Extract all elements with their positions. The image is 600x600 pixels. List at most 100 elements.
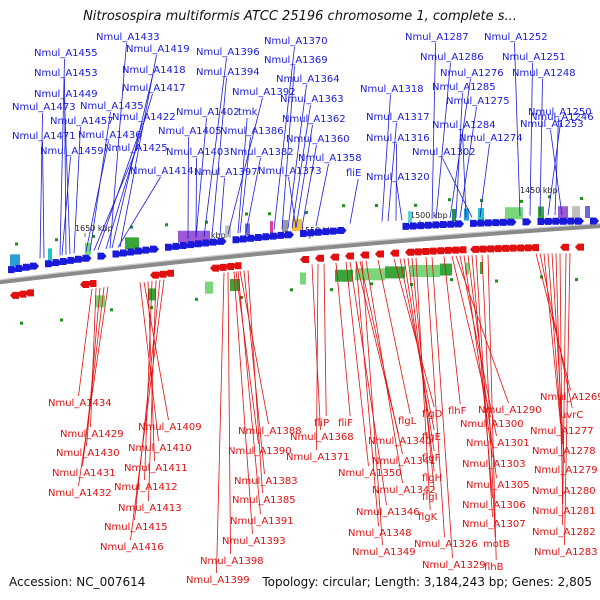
reverse-gene-label: Nmul_A1415 [104, 522, 168, 533]
reverse-leader-line [237, 271, 261, 515]
feature-block [505, 207, 523, 220]
reverse-gene-arrow [405, 248, 414, 256]
forward-gene-arrow [67, 256, 77, 264]
reverse-gene-arrow [522, 244, 532, 252]
feature-block [148, 288, 156, 301]
forward-gene-arrow [470, 219, 479, 227]
reverse-gene-arrow [330, 253, 339, 261]
forward-leader-line [203, 57, 227, 237]
forward-gene-arrow [135, 247, 144, 255]
reverse-gene-label: Nmul_A1368 [290, 432, 354, 443]
reverse-gene-label: Nmul_A1430 [56, 448, 120, 459]
reverse-gene-arrow [470, 245, 479, 253]
forward-leader-line [479, 143, 490, 218]
reverse-leader-line [564, 253, 571, 546]
forward-leader-line [395, 143, 397, 221]
marker-dot [370, 282, 373, 286]
reverse-gene-arrow [492, 245, 502, 253]
reverse-leader-line [451, 255, 491, 418]
forward-gene-label: Nmul_A1473 [12, 102, 76, 113]
forward-leader-line [315, 163, 329, 227]
forward-gene-arrow [52, 259, 62, 267]
feature-block [440, 263, 452, 276]
forward-gene-arrow [45, 260, 54, 268]
marker-dot [450, 278, 453, 282]
forward-gene-label: Nmul_A1285 [432, 82, 496, 93]
reverse-gene-arrow [225, 263, 234, 271]
reverse-gene-label: flgE [422, 432, 441, 443]
reverse-gene-arrow [25, 289, 34, 297]
forward-gene-arrow [217, 237, 227, 245]
reverse-gene-label: Nmul_A1269 [540, 392, 600, 403]
feature-block [480, 261, 483, 274]
reverse-leader-line [555, 253, 563, 485]
reverse-gene-label: Nmul_A1416 [100, 542, 164, 553]
reverse-gene-arrow [232, 262, 242, 270]
marker-dot [414, 203, 417, 207]
reverse-gene-label: flgI [422, 492, 438, 503]
reverse-gene-arrow [375, 250, 384, 258]
forward-gene-label: Nmul_A1394 [196, 67, 260, 78]
forward-leader-line [227, 97, 263, 235]
forward-gene-label: Nmul_A1363 [280, 94, 344, 105]
forward-gene-label: Nmul_A1284 [432, 120, 496, 131]
reverse-leader-line [467, 255, 497, 479]
reverse-gene-label: Nmul_A1398 [200, 556, 264, 567]
reverse-leader-line [475, 255, 493, 518]
feature-block [205, 281, 213, 294]
reverse-gene-label: Nmul_A1390 [228, 446, 292, 457]
marker-dot [150, 306, 153, 310]
forward-gene-label: Nmul_A1318 [360, 84, 424, 95]
reverse-gene-label: flgH [422, 473, 442, 484]
feature-block [465, 262, 469, 275]
reverse-gene-arrow [412, 248, 422, 256]
reverse-leader-line [562, 253, 567, 526]
forward-gene-label: Nmul_A1316 [366, 133, 430, 144]
forward-gene-label: Nmul_A1433 [96, 32, 160, 43]
marker-dot [448, 198, 451, 202]
reverse-gene-label: Nmul_A1348 [348, 528, 412, 539]
reverse-gene-arrow [420, 247, 429, 255]
feature-block [385, 266, 405, 279]
topology-text: Topology: circular; Length: 3,184,243 bp… [262, 575, 592, 589]
forward-gene-label: Nmul_A1248 [512, 68, 576, 79]
feature-block [85, 242, 91, 255]
forward-gene-arrow [75, 255, 84, 263]
reverse-gene-label: Nmul_A1350 [338, 468, 402, 479]
marker-dot [110, 308, 113, 312]
forward-gene-label: Nmul_A1275 [446, 96, 510, 107]
reverse-gene-label: fliP [314, 418, 329, 429]
forward-gene-arrow [142, 246, 152, 254]
feature-block [538, 206, 544, 219]
reverse-leader-line [130, 279, 165, 541]
marker-dot [495, 279, 498, 283]
forward-leader-line [554, 117, 559, 216]
forward-gene-arrow [8, 266, 17, 274]
marker-dot [55, 238, 58, 242]
reverse-gene-arrow [560, 243, 569, 251]
marker-dot [375, 204, 378, 208]
feature-block [452, 209, 456, 222]
feature-block [408, 211, 412, 224]
reverse-leader-line [147, 281, 155, 462]
reverse-leader-line [359, 260, 403, 455]
marker-dot [330, 288, 333, 292]
forward-gene-arrow [485, 219, 494, 227]
forward-gene-label: Nmul_A1382 [230, 147, 294, 158]
forward-gene-label: Nmul_A1320 [366, 172, 430, 183]
marker-dot [165, 223, 168, 227]
forward-gene-label: Nmul_A1369 [264, 55, 328, 66]
marker-dot [60, 318, 63, 322]
reverse-gene-label: flhF [448, 406, 467, 417]
forward-gene-label: Nmul_A1364 [276, 74, 340, 85]
forward-gene-label: tmk [238, 107, 258, 118]
reverse-leader-line [227, 272, 231, 555]
reverse-gene-label: Nmul_A1283 [534, 547, 598, 558]
reverse-gene-label: Nmul_A1383 [234, 476, 298, 487]
reverse-gene-label: Nmul_A1280 [532, 486, 596, 497]
forward-gene-arrow [425, 221, 434, 229]
forward-gene-arrow [507, 218, 517, 226]
feature-block [478, 208, 484, 221]
